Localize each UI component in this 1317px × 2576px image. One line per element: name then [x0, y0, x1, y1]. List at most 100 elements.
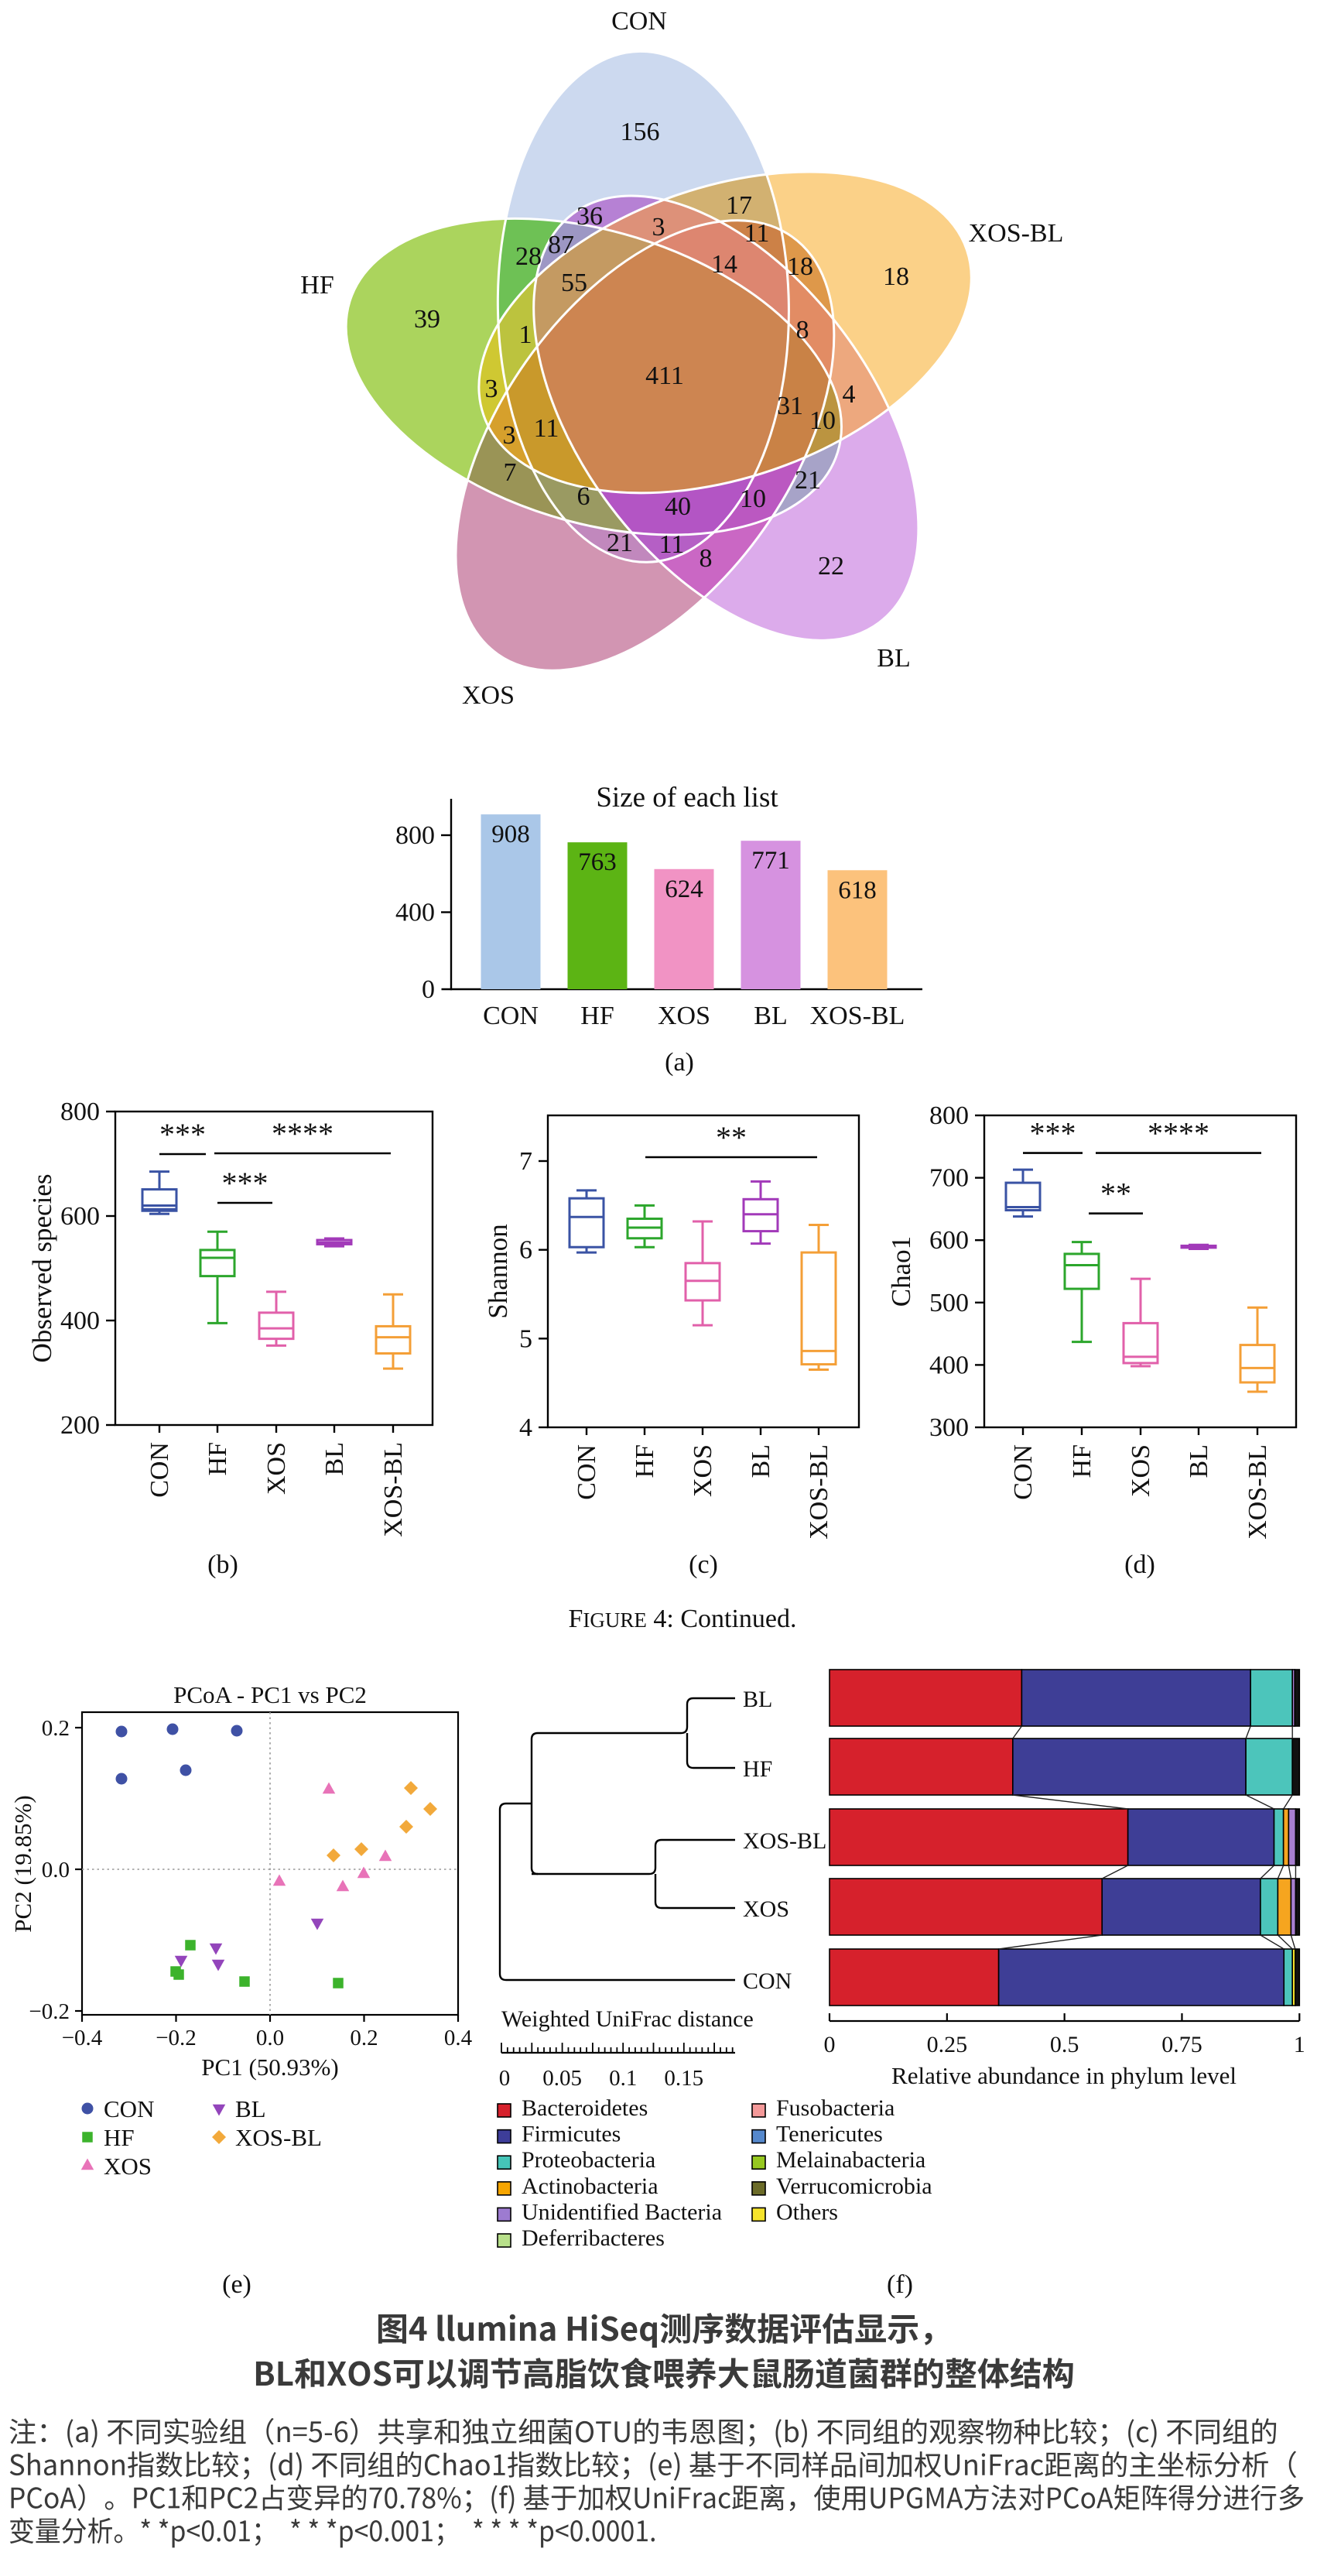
svg-text:HF: HF — [743, 1756, 772, 1782]
svg-text:PC1 (50.93%): PC1 (50.93%) — [201, 2054, 338, 2081]
svg-text:(a): (a) — [665, 1048, 694, 1077]
svg-text:BL: BL — [747, 1444, 775, 1478]
svg-text:Firmicutes: Firmicutes — [522, 2122, 621, 2147]
svg-text:****: **** — [272, 1116, 334, 1151]
svg-text:0.4: 0.4 — [444, 2026, 473, 2050]
svg-text:0: 0 — [824, 2032, 836, 2057]
svg-text:156: 156 — [621, 118, 660, 146]
svg-text:BL: BL — [235, 2095, 266, 2122]
svg-text:411: 411 — [645, 361, 684, 390]
svg-text:XOS: XOS — [462, 681, 515, 710]
svg-text:0: 0 — [499, 2066, 511, 2091]
svg-text:**: ** — [1100, 1177, 1131, 1211]
svg-text:87: 87 — [548, 231, 574, 259]
svg-text:624: 624 — [665, 875, 703, 903]
svg-text:Deferribacteres: Deferribacteres — [522, 2225, 665, 2251]
svg-text:7: 7 — [519, 1147, 532, 1176]
svg-text:0.75: 0.75 — [1161, 2032, 1202, 2057]
svg-text:****: **** — [1148, 1116, 1209, 1151]
svg-text:600: 600 — [929, 1226, 969, 1255]
svg-text:0.1: 0.1 — [609, 2066, 637, 2091]
svg-text:HF: HF — [104, 2124, 135, 2151]
svg-text:18: 18 — [787, 252, 813, 281]
svg-text:28: 28 — [515, 242, 542, 271]
svg-text:0: 0 — [422, 975, 435, 1004]
svg-text:XOS: XOS — [658, 1002, 710, 1030]
svg-text:CON: CON — [483, 1002, 539, 1030]
svg-text:(b): (b) — [207, 1550, 238, 1579]
svg-text:HF: HF — [204, 1442, 232, 1475]
svg-text:Proteobacteria: Proteobacteria — [522, 2147, 655, 2173]
svg-text:CON: CON — [743, 1968, 792, 1994]
svg-text:XOS-BL: XOS-BL — [743, 1828, 826, 1854]
svg-text:3: 3 — [485, 375, 498, 403]
svg-text:22: 22 — [818, 552, 844, 581]
svg-text:CON: CON — [145, 1442, 174, 1498]
svg-text:11: 11 — [659, 530, 685, 559]
svg-text:500: 500 — [929, 1289, 969, 1317]
svg-text:18: 18 — [883, 262, 909, 291]
svg-text:4: 4 — [519, 1413, 532, 1442]
svg-text:CON: CON — [1009, 1444, 1038, 1500]
svg-text:CON: CON — [611, 7, 667, 36]
svg-text:**: ** — [716, 1120, 747, 1155]
svg-text:Size of each list: Size of each list — [596, 782, 778, 814]
svg-text:Fusobacteria: Fusobacteria — [776, 2095, 895, 2121]
svg-text:HF: HF — [1068, 1444, 1096, 1478]
svg-text:XOS: XOS — [262, 1442, 291, 1495]
svg-text:4: 4 — [843, 380, 856, 409]
svg-text:0.0: 0.0 — [42, 1858, 70, 1882]
svg-text:Bacteroidetes: Bacteroidetes — [522, 2095, 648, 2121]
svg-text:XOS-BL: XOS-BL — [1243, 1444, 1272, 1540]
svg-text:CON: CON — [573, 1444, 601, 1500]
svg-text:200: 200 — [60, 1411, 100, 1440]
svg-text:BL: BL — [743, 1687, 772, 1712]
svg-text:XOS: XOS — [1127, 1444, 1155, 1497]
svg-text:Actinobacteria: Actinobacteria — [522, 2174, 658, 2199]
svg-text:Verrucomicrobia: Verrucomicrobia — [776, 2174, 932, 2199]
svg-text:(d): (d) — [1124, 1550, 1155, 1579]
svg-text:700: 700 — [929, 1164, 969, 1193]
svg-text:8: 8 — [796, 316, 809, 344]
svg-text:0.25: 0.25 — [927, 2032, 968, 2057]
svg-text:Chao1: Chao1 — [886, 1236, 916, 1307]
svg-text:1: 1 — [1294, 2032, 1305, 2057]
svg-text:XOS: XOS — [743, 1896, 789, 1922]
svg-text:Unidentified Bacteria: Unidentified Bacteria — [522, 2199, 722, 2225]
svg-text:800: 800 — [929, 1101, 969, 1130]
svg-text:31: 31 — [777, 392, 803, 420]
svg-text:XOS-BL: XOS-BL — [235, 2124, 322, 2151]
svg-text:21: 21 — [607, 529, 633, 557]
svg-text:−0.2: −0.2 — [29, 1999, 70, 2024]
svg-text:XOS: XOS — [689, 1444, 717, 1497]
svg-text:Tenericutes: Tenericutes — [776, 2122, 883, 2147]
svg-text:17: 17 — [726, 191, 752, 220]
svg-text:3: 3 — [652, 213, 665, 242]
svg-text:BL: BL — [320, 1442, 349, 1475]
svg-text:HF: HF — [631, 1444, 659, 1478]
svg-text:771: 771 — [751, 847, 790, 875]
svg-text:***: *** — [222, 1166, 269, 1201]
svg-text:XOS: XOS — [104, 2153, 152, 2180]
svg-text:0.05: 0.05 — [542, 2066, 582, 2091]
svg-text:11: 11 — [534, 414, 559, 443]
svg-text:39: 39 — [414, 305, 440, 334]
svg-text:11: 11 — [744, 219, 770, 248]
svg-text:8: 8 — [700, 544, 713, 573]
svg-text:800: 800 — [60, 1098, 100, 1126]
svg-text:618: 618 — [838, 876, 877, 904]
svg-text:10: 10 — [740, 485, 766, 513]
svg-text:40: 40 — [665, 492, 691, 521]
svg-text:6: 6 — [519, 1236, 532, 1265]
svg-text:0.2: 0.2 — [350, 2026, 378, 2050]
svg-text:6: 6 — [577, 482, 590, 511]
svg-text:−0.2: −0.2 — [156, 2026, 197, 2050]
svg-text:0.15: 0.15 — [664, 2066, 703, 2091]
svg-text:400: 400 — [929, 1351, 969, 1379]
svg-text:Melainabacteria: Melainabacteria — [776, 2147, 925, 2173]
svg-text:HF: HF — [580, 1002, 614, 1030]
svg-text:Others: Others — [776, 2199, 838, 2225]
svg-text:1: 1 — [519, 320, 532, 349]
svg-text:300: 300 — [929, 1413, 969, 1442]
svg-text:(e): (e) — [222, 2270, 251, 2299]
